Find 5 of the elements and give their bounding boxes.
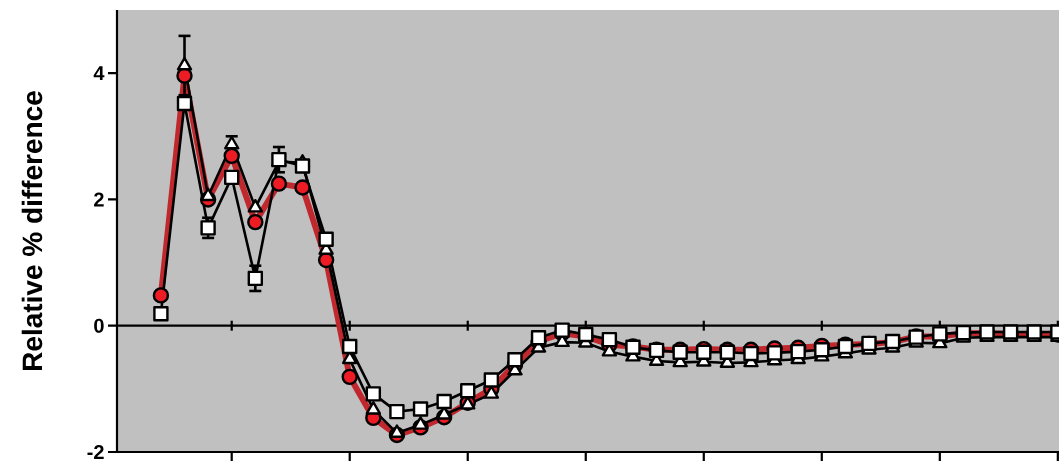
y-axis-title: Relative % difference xyxy=(21,91,43,370)
y-tick-label: -2 xyxy=(87,445,104,459)
y-tick-label: 0 xyxy=(94,318,104,333)
y-tick-label: 2 xyxy=(94,192,104,207)
y-tick-label: 4 xyxy=(93,66,105,81)
